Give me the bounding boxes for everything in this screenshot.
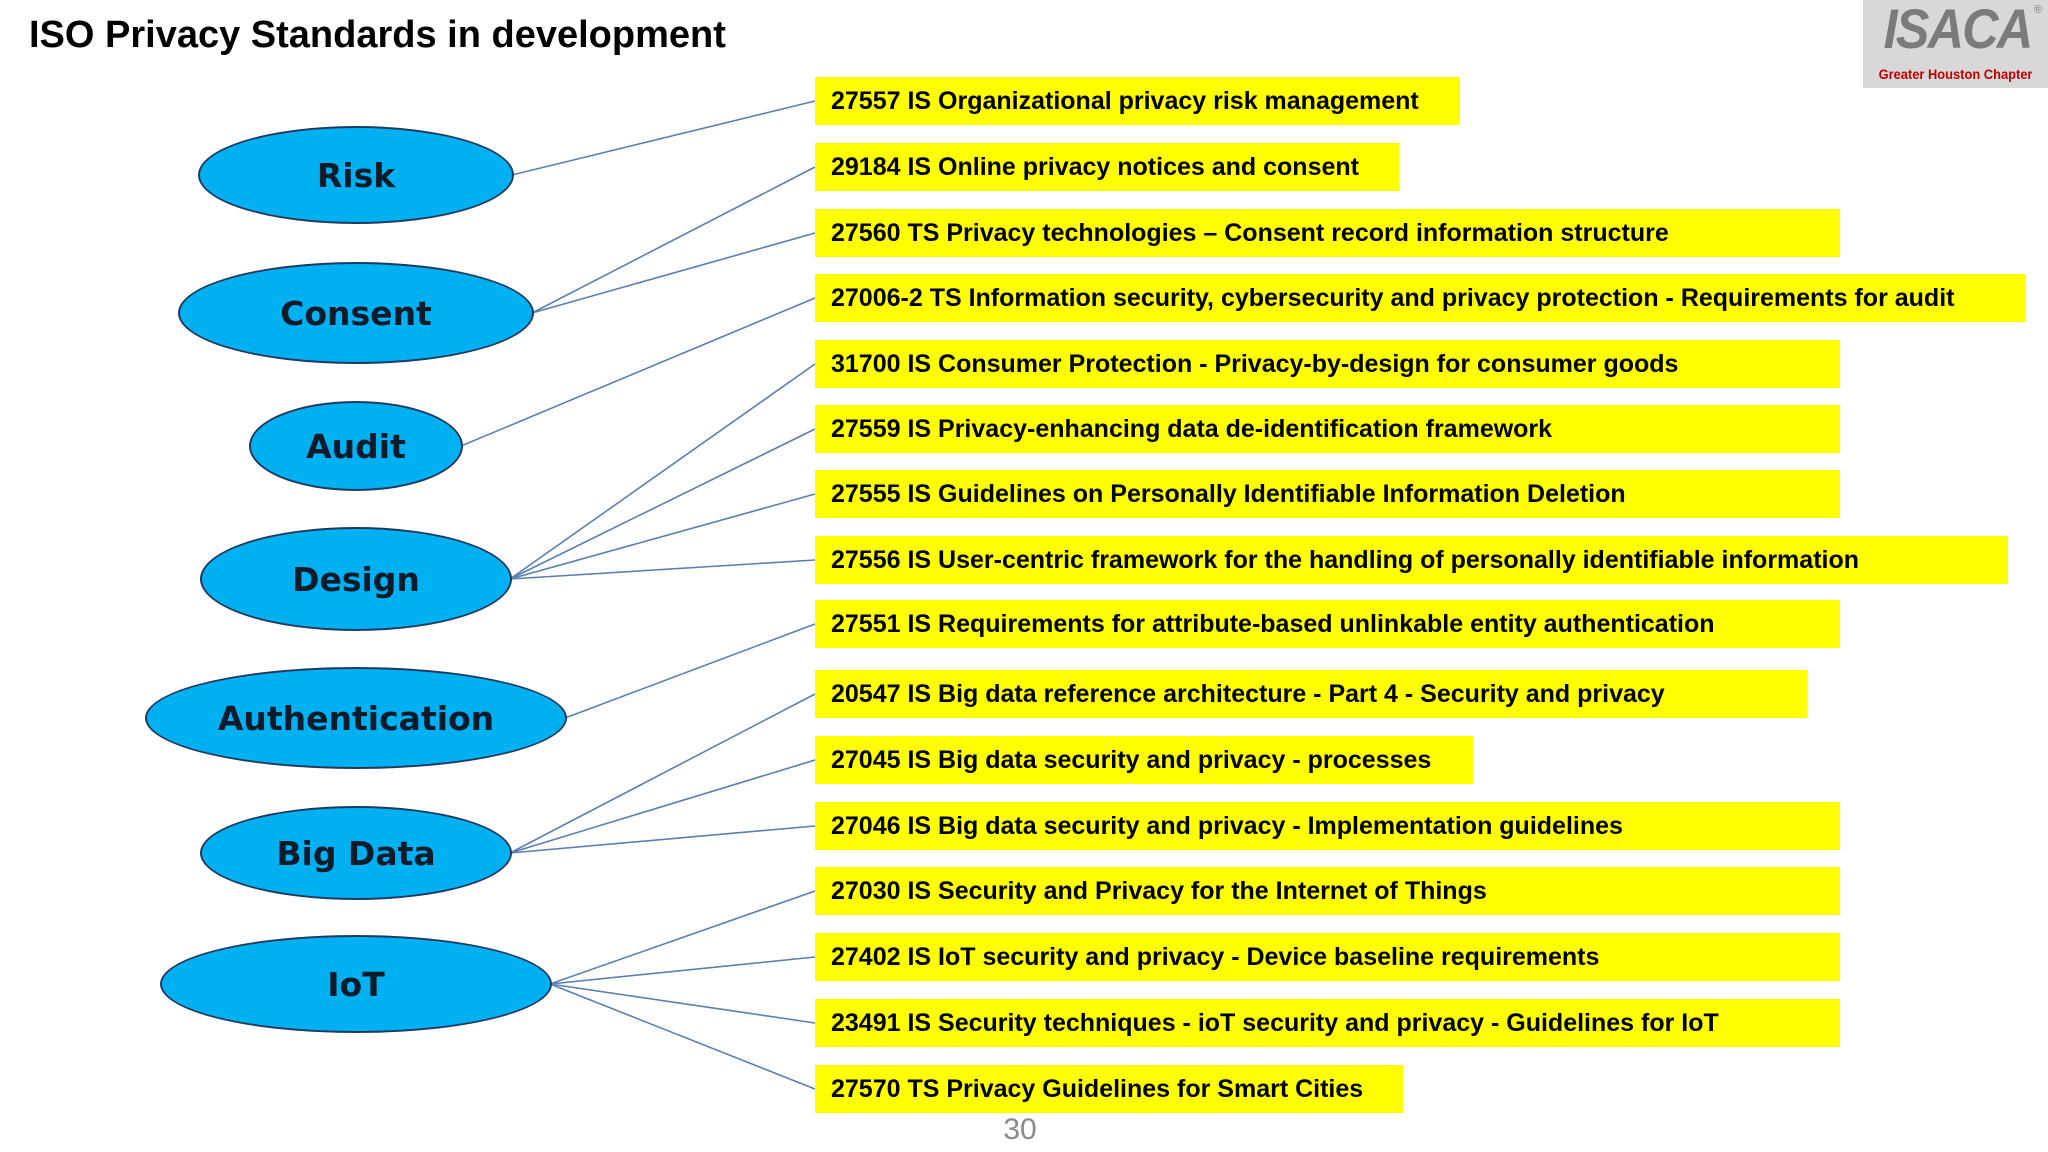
page-number: 30	[1003, 1113, 1037, 1146]
category-label: Authentication	[217, 698, 495, 738]
standard-27559: 27559 IS Privacy-enhancing data de-ident…	[815, 405, 1840, 453]
connector-iot-12	[549, 890, 816, 985]
standard-label: 27046 IS Big data security and privacy -…	[831, 811, 1623, 840]
category-risk: Risk	[198, 126, 514, 224]
category-design: Design	[200, 527, 512, 631]
standard-label: 27402 IS IoT security and privacy - Devi…	[831, 942, 1600, 971]
category-consent: Consent	[178, 262, 534, 364]
standard-label: 27556 IS User-centric framework for the …	[831, 545, 1860, 574]
standard-label: 27030 IS Security and Privacy for the In…	[831, 876, 1487, 905]
standard-20547: 20547 IS Big data reference architecture…	[815, 670, 1807, 718]
standard-label: 27570 TS Privacy Guidelines for Smart Ci…	[831, 1074, 1364, 1103]
category-label: Audit	[306, 426, 406, 466]
standard-label: 27006-2 TS Information security, cyberse…	[831, 283, 1955, 312]
standard-label: 31700 IS Consumer Protection - Privacy-b…	[831, 349, 1679, 378]
connector-consent-1	[531, 166, 816, 314]
standard-27556: 27556 IS User-centric framework for the …	[815, 536, 2008, 584]
category-label: IoT	[327, 964, 385, 1004]
page-title: ISO Privacy Standards in development	[29, 14, 726, 56]
connector-authentication-8	[564, 623, 816, 719]
standard-label: 23491 IS Security techniques - ioT secur…	[831, 1008, 1719, 1037]
standard-label: 27551 IS Requirements for attribute-base…	[831, 609, 1715, 638]
connector-big-data-9	[509, 693, 816, 854]
standard-label: 27560 TS Privacy technologies – Consent …	[831, 218, 1669, 247]
connector-design-4	[509, 363, 816, 580]
category-label: Design	[292, 559, 420, 599]
category-iot: IoT	[160, 935, 552, 1033]
standard-31700: 31700 IS Consumer Protection - Privacy-b…	[815, 340, 1840, 388]
logo-wordmark: ISACA	[1883, 0, 2034, 60]
connector-design-7	[509, 559, 816, 580]
category-big-data: Big Data	[200, 806, 512, 900]
standard-label: 29184 IS Online privacy notices and cons…	[831, 152, 1359, 181]
standard-29184: 29184 IS Online privacy notices and cons…	[815, 143, 1399, 191]
standard-27555: 27555 IS Guidelines on Personally Identi…	[815, 470, 1840, 518]
connector-big-data-11	[509, 825, 816, 854]
connector-iot-15	[549, 983, 816, 1090]
connector-iot-14	[549, 983, 816, 1024]
connector-consent-2	[531, 232, 816, 314]
standard-27006-2: 27006-2 TS Information security, cyberse…	[815, 274, 2026, 322]
logo-subtitle: Greater Houston Chapter	[1878, 66, 2033, 82]
standard-27030: 27030 IS Security and Privacy for the In…	[815, 867, 1840, 915]
isaca-logo: ISACA ® Greater Houston Chapter	[1863, 0, 2048, 88]
category-label: Consent	[280, 293, 432, 333]
connector-iot-13	[549, 956, 816, 985]
category-audit: Audit	[249, 401, 463, 491]
standard-27046: 27046 IS Big data security and privacy -…	[815, 802, 1840, 850]
connector-big-data-10	[509, 759, 816, 854]
standard-27557: 27557 IS Organizational privacy risk man…	[815, 77, 1460, 125]
standard-label: 27045 IS Big data security and privacy -…	[831, 745, 1432, 774]
category-authentication: Authentication	[145, 667, 567, 769]
standard-label: 27559 IS Privacy-enhancing data de-ident…	[831, 414, 1553, 443]
standard-label: 27557 IS Organizational privacy risk man…	[831, 86, 1419, 115]
category-label: Risk	[316, 155, 396, 195]
connector-audit-3	[460, 297, 816, 447]
standard-27560: 27560 TS Privacy technologies – Consent …	[815, 209, 1840, 257]
standard-label: 27555 IS Guidelines on Personally Identi…	[831, 479, 1626, 508]
standard-27045: 27045 IS Big data security and privacy -…	[815, 736, 1473, 784]
logo-registered-mark: ®	[2033, 4, 2042, 16]
standard-27570: 27570 TS Privacy Guidelines for Smart Ci…	[815, 1065, 1403, 1113]
standard-27402: 27402 IS IoT security and privacy - Devi…	[815, 933, 1840, 981]
connector-risk-0	[511, 100, 816, 176]
standard-27551: 27551 IS Requirements for attribute-base…	[815, 600, 1840, 648]
standard-label: 20547 IS Big data reference architecture…	[831, 679, 1665, 708]
connector-design-5	[509, 428, 816, 580]
connector-design-6	[509, 493, 816, 580]
category-label: Big Data	[276, 833, 436, 873]
standard-23491: 23491 IS Security techniques - ioT secur…	[815, 999, 1840, 1047]
